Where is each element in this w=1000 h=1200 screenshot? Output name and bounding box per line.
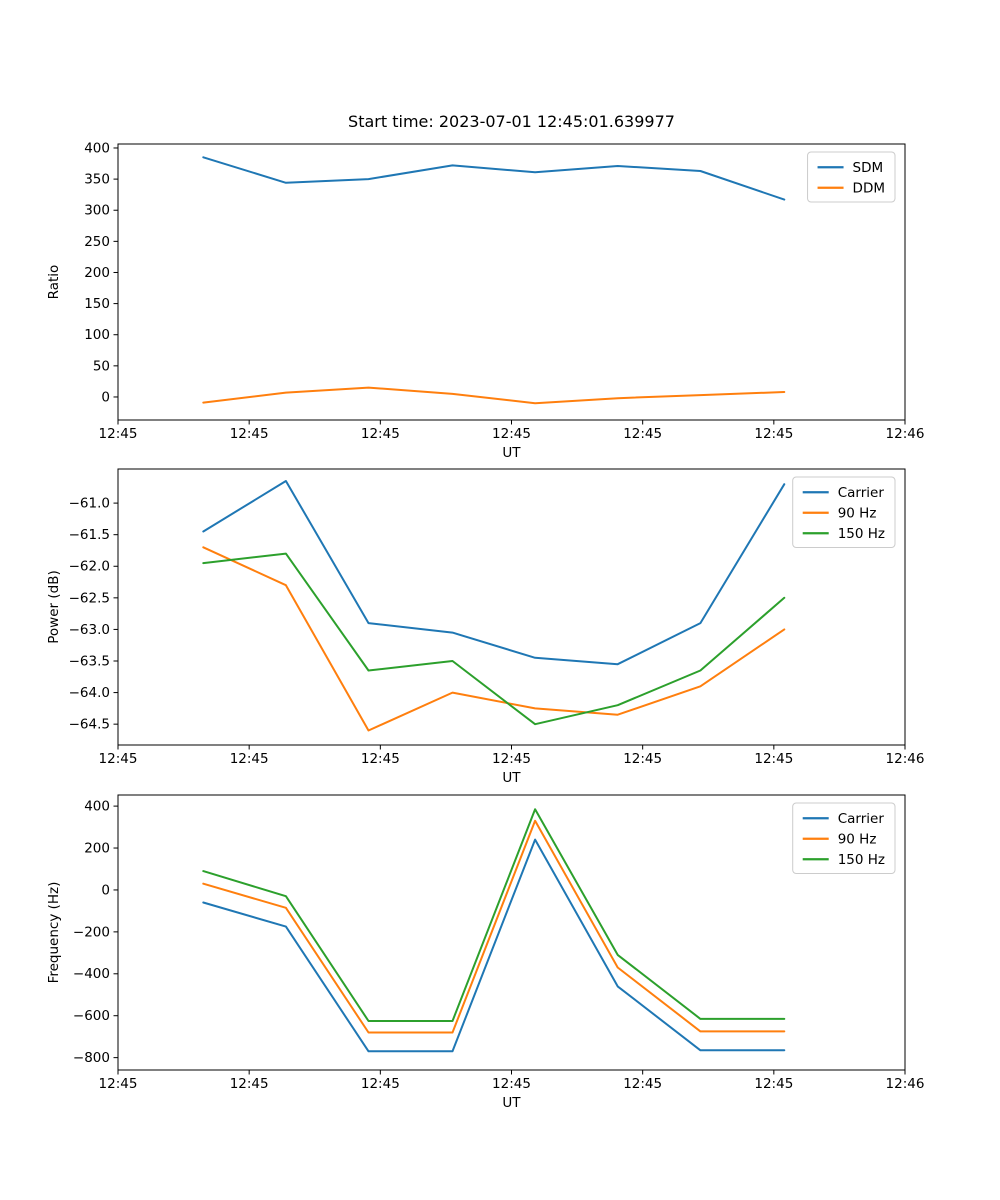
x-tick-label: 12:45	[99, 426, 138, 442]
y-tick-label: −62.0	[69, 559, 110, 575]
x-tick-label: 12:45	[361, 751, 400, 767]
legend-box	[792, 802, 896, 874]
y-axis-label: Frequency (Hz)	[46, 882, 62, 984]
legend-label: Carrier	[838, 485, 885, 501]
x-tick-label: 12:45	[361, 426, 400, 442]
series-line-90-hz	[202, 819, 786, 1034]
x-tick-label: 12:45	[754, 426, 793, 442]
figure-title: Start time: 2023-07-01 12:45:01.639977	[348, 112, 675, 131]
y-tick-label: 50	[93, 358, 110, 374]
x-tick-label: 12:45	[99, 751, 138, 767]
y-tick-label: 400	[84, 140, 110, 156]
legend-label: 150 Hz	[838, 852, 885, 868]
series-line-carrier	[202, 480, 786, 666]
axes-box	[117, 143, 906, 421]
axes-box	[117, 794, 906, 1071]
y-tick-label: −800	[73, 1050, 110, 1066]
y-tick-label: 400	[84, 799, 110, 815]
y-tick-label: 100	[84, 327, 110, 343]
y-tick-label: −64.0	[69, 685, 110, 701]
y-tick-label: −63.0	[69, 622, 110, 638]
x-tick-label: 12:45	[754, 751, 793, 767]
x-tick-label: 12:45	[99, 1076, 138, 1092]
legend-label: 90 Hz	[838, 831, 877, 847]
series-line-carrier	[202, 838, 786, 1053]
x-tick-label: 12:45	[623, 426, 662, 442]
y-tick-label: −61.5	[69, 527, 110, 543]
y-tick-label: −200	[73, 924, 110, 940]
x-tick-label: 12:45	[623, 1076, 662, 1092]
series-line-sdm	[202, 156, 786, 201]
y-tick-label: −63.5	[69, 653, 110, 669]
x-tick-label: 12:45	[361, 1076, 400, 1092]
x-axis-label: UT	[502, 445, 521, 461]
x-tick-label: 12:45	[492, 1076, 531, 1092]
y-tick-label: −400	[73, 966, 110, 982]
legend-label: DDM	[853, 180, 885, 196]
y-tick-label: 200	[84, 840, 110, 856]
legend-box	[807, 151, 896, 203]
x-tick-label: 12:45	[492, 751, 531, 767]
series-line-90-hz	[202, 546, 786, 732]
y-tick-label: −600	[73, 1008, 110, 1024]
x-axis-label: UT	[502, 1095, 521, 1111]
x-tick-label: 12:45	[754, 1076, 793, 1092]
legend-label: SDM	[853, 160, 884, 176]
x-tick-label: 12:46	[886, 426, 925, 442]
y-tick-label: −62.5	[69, 590, 110, 606]
x-tick-label: 12:46	[886, 1076, 925, 1092]
y-tick-label: 0	[101, 882, 110, 898]
x-axis-label: UT	[502, 770, 521, 786]
y-tick-label: 250	[84, 234, 110, 250]
x-tick-label: 12:45	[230, 426, 269, 442]
y-tick-label: 0	[101, 389, 110, 405]
x-tick-label: 12:45	[623, 751, 662, 767]
x-tick-label: 12:45	[230, 1076, 269, 1092]
y-axis-label: Ratio	[46, 265, 62, 300]
y-tick-label: 300	[84, 203, 110, 219]
series-line-150-hz	[202, 808, 786, 1022]
y-tick-label: −61.0	[69, 496, 110, 512]
x-tick-label: 12:45	[230, 751, 269, 767]
series-line-150-hz	[202, 552, 786, 726]
x-tick-label: 12:46	[886, 751, 925, 767]
legend-box	[792, 476, 896, 548]
y-tick-label: 150	[84, 296, 110, 312]
series-line-ddm	[202, 386, 786, 405]
legend-label: 150 Hz	[838, 526, 885, 542]
legend-label: Carrier	[838, 811, 885, 827]
y-axis-label: Power (dB)	[46, 570, 62, 643]
x-tick-label: 12:45	[492, 426, 531, 442]
y-tick-label: 350	[84, 172, 110, 188]
legend-label: 90 Hz	[838, 505, 877, 521]
y-tick-label: 200	[84, 265, 110, 281]
y-tick-label: −64.5	[69, 717, 110, 733]
